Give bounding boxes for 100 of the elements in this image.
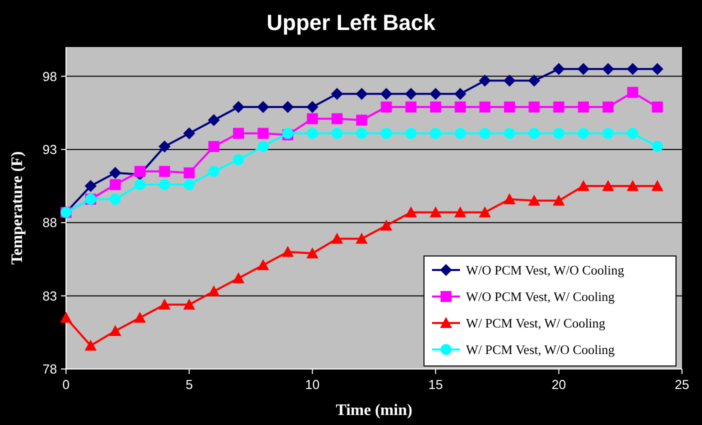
x-axis-title: Time (min) <box>336 402 412 419</box>
chart-title: Upper Left Back <box>266 10 436 35</box>
point <box>504 128 516 139</box>
point <box>528 74 540 87</box>
point <box>627 86 638 98</box>
point <box>380 220 392 231</box>
point <box>257 101 270 114</box>
point <box>652 102 663 113</box>
point <box>404 206 417 218</box>
point <box>552 194 565 206</box>
point <box>626 180 639 192</box>
point <box>332 113 343 124</box>
point <box>282 246 294 257</box>
point <box>528 102 540 113</box>
point <box>577 180 590 192</box>
y-tick-label: 78 <box>42 362 57 377</box>
y-tick-label: 88 <box>42 215 57 230</box>
point <box>331 88 344 100</box>
point <box>553 102 564 113</box>
legend-label: W/O PCM Vest, W/O Cooling <box>466 262 625 278</box>
point <box>356 88 368 100</box>
point <box>159 179 170 190</box>
point <box>528 128 540 139</box>
point <box>652 141 663 152</box>
point <box>602 102 614 113</box>
point <box>380 102 392 113</box>
point <box>626 62 639 75</box>
point <box>134 312 146 323</box>
point <box>306 128 318 139</box>
point <box>454 88 466 100</box>
point <box>84 180 97 192</box>
point <box>602 180 614 192</box>
point <box>306 101 318 114</box>
point <box>183 298 196 310</box>
point <box>109 324 122 336</box>
point <box>60 312 72 323</box>
point <box>282 101 294 114</box>
point <box>110 179 121 190</box>
point <box>552 62 565 75</box>
point <box>306 113 318 124</box>
point <box>454 206 466 218</box>
point <box>232 128 244 139</box>
point <box>602 128 614 139</box>
x-tick-label: 25 <box>674 377 690 392</box>
y-tick-label: 83 <box>42 288 57 304</box>
point <box>504 74 516 87</box>
point <box>578 128 589 139</box>
point <box>602 62 614 75</box>
point <box>356 232 368 244</box>
point <box>504 102 516 113</box>
x-tick-label: 0 <box>62 377 70 392</box>
y-axis-title: Temperature (F) <box>9 151 26 265</box>
point <box>478 206 491 218</box>
point <box>430 102 442 113</box>
legend-label: W/ PCM Vest, W/O Cooling <box>466 342 616 358</box>
x-tick-label: 5 <box>186 377 193 392</box>
point <box>577 62 590 75</box>
point <box>553 128 564 139</box>
point <box>430 88 442 100</box>
point <box>232 154 244 166</box>
point <box>184 167 195 178</box>
point <box>208 141 220 152</box>
point <box>454 128 466 139</box>
y-tick-label: 93 <box>42 142 57 158</box>
legend-label: W/ PCM Vest, W/ Cooling <box>466 316 606 331</box>
point <box>331 232 344 244</box>
point <box>578 102 589 113</box>
point <box>158 298 171 310</box>
y-tick-label: 98 <box>42 68 57 84</box>
point <box>380 128 392 139</box>
point <box>479 128 490 139</box>
point <box>306 247 318 258</box>
point <box>232 272 244 284</box>
point <box>332 128 343 139</box>
point <box>405 128 416 139</box>
point <box>380 88 392 100</box>
point <box>232 101 244 114</box>
point <box>356 128 368 139</box>
point <box>208 114 220 126</box>
point <box>109 166 122 179</box>
point <box>430 206 442 218</box>
point <box>528 194 540 206</box>
point <box>430 128 442 139</box>
point <box>478 74 491 87</box>
point <box>627 128 638 139</box>
point <box>110 194 121 205</box>
point <box>405 102 416 113</box>
point <box>651 62 664 75</box>
point <box>479 102 490 113</box>
point <box>258 128 269 139</box>
point <box>184 179 195 190</box>
point <box>183 127 196 140</box>
point <box>454 102 466 113</box>
x-tick-label: 20 <box>552 377 566 392</box>
point <box>356 114 368 126</box>
point <box>208 166 220 177</box>
point <box>504 193 516 204</box>
point <box>134 179 146 190</box>
point <box>208 285 220 296</box>
point <box>84 340 97 351</box>
